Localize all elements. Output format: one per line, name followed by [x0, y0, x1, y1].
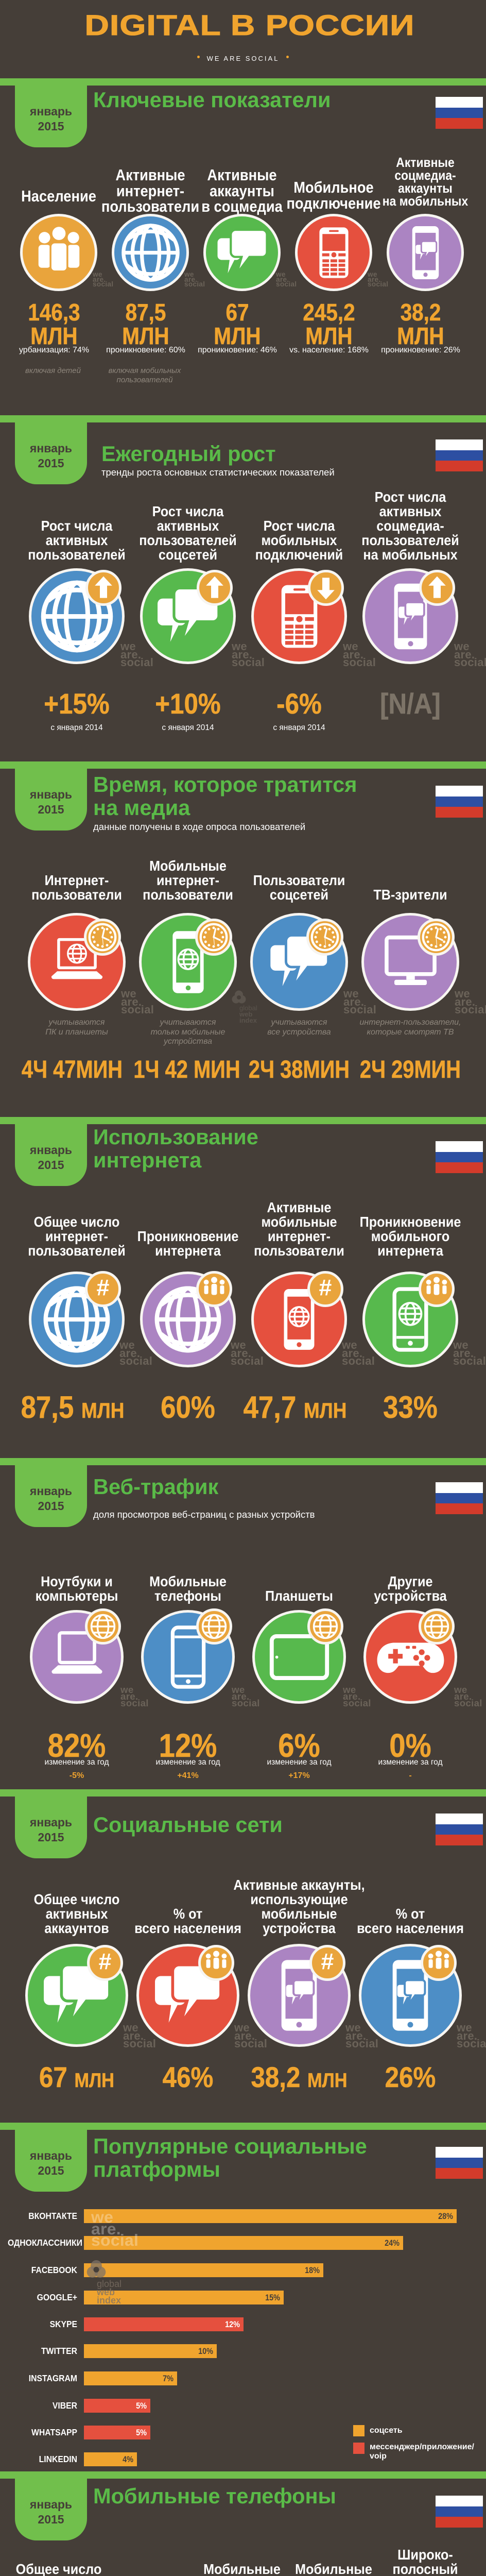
- svg-text:#: #: [321, 1949, 334, 1975]
- svg-text:#: #: [97, 1275, 110, 1301]
- svg-text:#: #: [99, 1949, 112, 1975]
- svg-text:#: #: [319, 1275, 332, 1301]
